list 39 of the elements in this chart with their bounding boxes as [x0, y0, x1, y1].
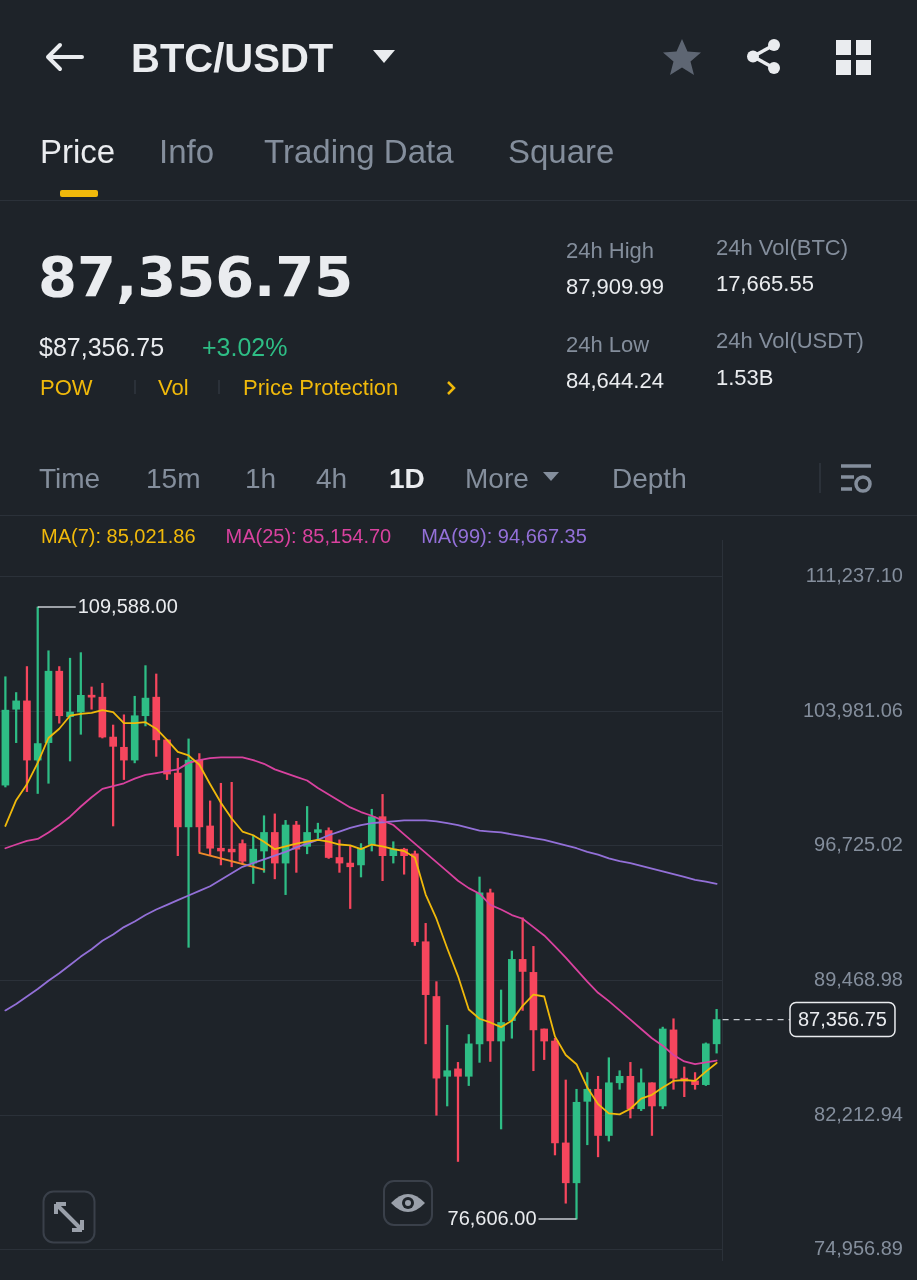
text: MA(25): 85,154.70 [225, 525, 392, 548]
text: Info [159, 133, 215, 171]
text: 1h [245, 463, 277, 495]
text: Vol [158, 375, 189, 401]
text: Price Protection [243, 375, 399, 401]
text: 1.53B [716, 365, 774, 391]
text: 17,665.55 [716, 271, 814, 297]
text: 24h High [566, 238, 655, 264]
chart-subtitle: 87,356.75 [38, 244, 354, 309]
ref-line-label: 87,356.75 [798, 1008, 887, 1031]
text: More [465, 463, 529, 495]
text: 84,644.24 [566, 368, 664, 394]
candlestick [87, 686, 96, 710]
text: Time [39, 463, 101, 495]
text: 24h Vol(BTC) [716, 235, 849, 261]
text: 15m [146, 463, 201, 495]
text: 24h Vol(USDT) [716, 328, 864, 354]
text: POW [40, 375, 93, 401]
text: 4h [316, 463, 348, 495]
annotation: 76,606.00 [447, 1206, 537, 1229]
annotation: 109,588.00 [77, 594, 178, 617]
y-tick-label: 74,956.89 [814, 1237, 903, 1260]
text: Price [40, 133, 116, 171]
text: 87,909.99 [566, 274, 664, 300]
y-tick-label: 111,237.10 [805, 563, 903, 586]
y-tick-label: 103,981.06 [802, 698, 903, 721]
text: $87,356.75 [39, 333, 165, 362]
text: Square [508, 133, 615, 171]
text: +3.02% [202, 333, 288, 362]
chart-title: BTC/USDT [131, 36, 334, 81]
text: Trading Data [264, 133, 454, 171]
text: 24h Low [566, 332, 650, 358]
y-tick-label: 82,212.94 [814, 1102, 903, 1125]
text: Depth [612, 463, 687, 495]
text: MA(99): 94,667.35 [421, 525, 587, 548]
y-tick-label: 96,725.02 [814, 833, 903, 856]
y-tick-label: 89,468.98 [814, 967, 903, 990]
text: MA(7): 85,021.86 [41, 525, 196, 548]
text: 1D [389, 463, 425, 495]
